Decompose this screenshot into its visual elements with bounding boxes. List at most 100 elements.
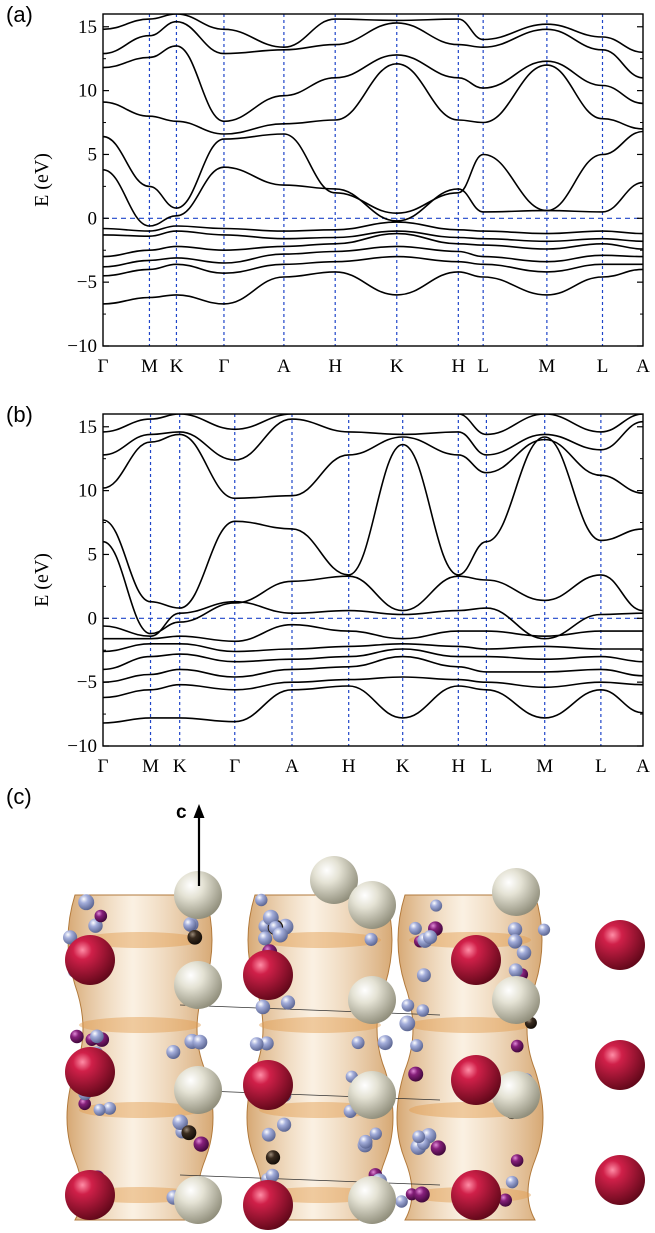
large-red-atom [65, 1170, 115, 1220]
small-purple-atom [430, 1140, 446, 1156]
x-tick-label: K [173, 756, 187, 777]
small-blue-atom [272, 927, 288, 943]
panel-label-b: (b) [6, 402, 33, 427]
band-line-8 [103, 540, 643, 635]
band-line-11 [103, 418, 643, 461]
small-blue-atom [280, 995, 296, 1010]
large-cream-atom [492, 868, 540, 916]
cage-ring [409, 1017, 531, 1033]
large-red-atom [595, 1155, 645, 1205]
x-tick-label: M [141, 356, 158, 377]
small-blue-atom [377, 1035, 393, 1051]
x-tick-label: H [328, 356, 342, 377]
large-red-atom [451, 1055, 501, 1105]
small-blue-atom [255, 893, 268, 907]
band-line-1 [103, 685, 643, 724]
small-blue-atom [410, 1038, 424, 1053]
small-purple-atom [78, 1097, 92, 1111]
cage-ring [79, 1017, 201, 1033]
cell-edge [179, 1174, 441, 1186]
large-cream-atom [492, 976, 540, 1024]
cage-ring [259, 1017, 381, 1033]
cell-edge [179, 1089, 441, 1101]
small-blue-atom [516, 945, 532, 960]
band-line-6 [103, 623, 643, 643]
x-tick-label: M [538, 356, 555, 377]
band-line-12 [103, 414, 643, 436]
small-blue-atom [261, 1127, 276, 1142]
x-tick-label: K [390, 356, 404, 377]
x-tick-label: L [477, 356, 489, 377]
small-blue-atom [172, 1114, 188, 1131]
x-tick-label: H [451, 756, 465, 777]
cell-edge [179, 1004, 441, 1016]
small-blue-atom [351, 1036, 365, 1050]
large-cream-atom [348, 881, 396, 929]
small-blue-atom [364, 932, 378, 946]
c-axis-label: c [176, 802, 187, 823]
small-blue-atom [166, 1044, 181, 1060]
small-blue-atom [255, 999, 271, 1015]
large-red-atom [243, 1060, 293, 1110]
small-blue-atom [430, 899, 443, 912]
small-dark-atom [265, 1150, 281, 1165]
small-blue-atom [537, 923, 551, 936]
band-line-5 [103, 230, 643, 243]
small-blue-atom [90, 1029, 104, 1044]
cage-ring [259, 932, 381, 948]
small-blue-atom [358, 1134, 373, 1149]
plot-frame [102, 413, 644, 747]
x-tick-label: L [597, 356, 609, 377]
x-tick-label: M [536, 756, 553, 777]
y-axis-label: E (eV) [31, 553, 53, 607]
small-blue-atom [395, 1195, 408, 1208]
small-blue-atom [183, 918, 197, 932]
small-blue-atom [508, 963, 523, 978]
small-purple-atom [510, 1039, 524, 1053]
small-blue-atom [265, 1168, 280, 1183]
small-blue-atom [507, 934, 523, 949]
x-tick-label: A [277, 356, 291, 377]
x-tick-label: A [636, 356, 650, 377]
band-line-7 [103, 166, 643, 227]
x-tick-label: Γ [229, 756, 240, 777]
x-tick-label: L [481, 756, 493, 777]
small-blue-atom [62, 930, 78, 945]
y-tick-label: −5 [77, 272, 97, 293]
x-tick-label: A [285, 756, 299, 777]
panel-label-a: (a) [6, 2, 33, 27]
large-cream-atom [174, 961, 222, 1009]
band-line-11 [103, 20, 643, 79]
small-blue-atom [103, 1101, 117, 1115]
small-blue-atom [93, 1103, 106, 1116]
atoms-layer [62, 856, 645, 1230]
large-red-atom [595, 920, 645, 970]
small-blue-atom [408, 921, 422, 935]
y-tick-label: 0 [88, 208, 98, 229]
large-red-atom [243, 950, 293, 1000]
band-line-3 [103, 245, 643, 268]
small-blue-atom [277, 1117, 292, 1132]
large-red-atom [451, 1170, 501, 1220]
small-blue-atom [416, 1004, 430, 1017]
x-tick-label: Γ [218, 356, 229, 377]
large-cream-atom [348, 1176, 396, 1224]
large-red-atom [65, 935, 115, 985]
x-tick-label: Γ [98, 756, 109, 777]
large-red-atom [65, 1047, 115, 1097]
panel-label-c: (c) [6, 784, 32, 809]
band-line-2 [103, 255, 643, 277]
y-tick-label: 5 [88, 144, 98, 165]
x-tick-label: Γ [98, 356, 109, 377]
small-purple-atom [193, 1136, 209, 1152]
small-blue-atom [259, 1036, 274, 1051]
y-tick-label: 10 [78, 481, 97, 502]
large-cream-atom [174, 1066, 222, 1114]
small-blue-atom [423, 930, 438, 945]
small-blue-atom [507, 922, 523, 937]
y-tick-label: −5 [77, 672, 97, 693]
x-tick-label: K [396, 756, 410, 777]
small-purple-atom [70, 1029, 84, 1044]
band-line-7 [103, 600, 643, 640]
large-cream-atom [174, 1176, 222, 1224]
